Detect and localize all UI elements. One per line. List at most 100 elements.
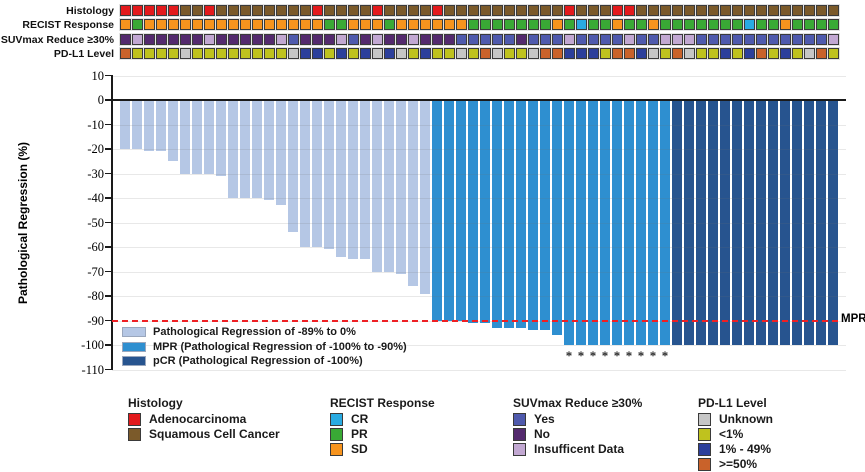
annotation-square-pr (492, 19, 503, 31)
annotation-square-lt1 (444, 48, 455, 60)
annotation-square-insuf (672, 33, 683, 45)
annotation-square-mid (588, 48, 599, 60)
annotation-square-no (264, 33, 275, 45)
legend-item-label: Insufficent Data (534, 442, 625, 456)
annotation-square-lt1 (432, 48, 443, 60)
legend-item-label: PR (351, 427, 368, 441)
annotation-square-squam (240, 5, 251, 16)
annotation-square-squam (384, 5, 395, 16)
annotation-square-ge50 (120, 48, 131, 60)
annotation-square-pr (696, 19, 707, 31)
annotation-square-yes (816, 33, 827, 45)
waterfall-bar (264, 100, 274, 201)
annotation-square-sd (144, 19, 155, 31)
annotation-square-squam (396, 5, 407, 16)
y-tick-mark (105, 344, 112, 346)
annotation-square-sd (360, 19, 371, 31)
annotation-square-squam (276, 5, 287, 16)
annotation-square-adeno (612, 5, 623, 16)
annotation-square-lt1 (828, 48, 839, 60)
annotation-square-sd (120, 19, 131, 31)
bar-legend-swatch (122, 341, 146, 352)
y-tick-label: -80 (87, 289, 104, 303)
annotation-square-insuf (336, 33, 347, 45)
annotation-square-no (180, 33, 191, 45)
gridline (112, 75, 846, 77)
annotation-square-no (312, 33, 323, 45)
annotation-square-squam (360, 5, 371, 16)
annotation-square-pr (336, 19, 347, 31)
legend-item-label: SD (351, 442, 368, 456)
annotation-square-adeno (372, 5, 383, 16)
annotation-square-pr (504, 19, 515, 31)
annotation-square-yes (720, 33, 731, 45)
annotation-square-yes (792, 33, 803, 45)
waterfall-bar (624, 100, 634, 345)
asterisk-marker: * (577, 348, 585, 363)
waterfall-bar (492, 100, 502, 328)
annotation-square-sd (372, 19, 383, 31)
zero-axis-line (112, 98, 846, 101)
annotation-square-squam (804, 5, 815, 16)
waterfall-bar (432, 100, 442, 321)
waterfall-bar (612, 100, 622, 345)
waterfall-bar (132, 100, 142, 149)
y-axis-line (111, 75, 113, 370)
legend-swatch (513, 443, 526, 456)
annotation-square-insuf (564, 33, 575, 45)
asterisk-marker: * (601, 348, 609, 363)
mpr-line-label: MPR (841, 313, 865, 325)
annotation-square-lt1 (696, 48, 707, 60)
annotation-square-lt1 (732, 48, 743, 60)
annotation-square-lt1 (708, 48, 719, 60)
legend-item-label: CR (351, 412, 369, 426)
annotation-square-sd (228, 19, 239, 31)
waterfall-bar (228, 100, 238, 198)
legend-item-label: 1% - 49% (719, 442, 772, 456)
annotation-square-no (420, 33, 431, 45)
waterfall-bar (780, 100, 790, 345)
annotation-square-yes (804, 33, 815, 45)
annotation-square-mid (336, 48, 347, 60)
legend-swatch (513, 428, 526, 441)
annotation-square-pr (564, 19, 575, 31)
annotation-square-lt1 (192, 48, 203, 60)
annotation-square-ge50 (816, 48, 827, 60)
waterfall-bar (660, 100, 670, 345)
waterfall-bar (720, 100, 730, 345)
y-tick-mark (105, 319, 112, 322)
annotation-square-sd (192, 19, 203, 31)
annotation-square-no (444, 33, 455, 45)
annotation-square-squam (780, 5, 791, 16)
annotation-square-no (240, 33, 251, 45)
waterfall-bar (468, 100, 478, 323)
bar-legend-swatch (122, 327, 146, 337)
annotation-square-sd (204, 19, 215, 31)
legend-item-label: No (534, 427, 550, 441)
annotation-square-yes (468, 33, 479, 45)
y-tick-mark (105, 99, 112, 101)
gridline (112, 369, 846, 371)
annotation-square-mid (720, 48, 731, 60)
annotation-square-pr (828, 19, 839, 31)
annotation-square-yes (480, 33, 491, 45)
y-tick-mark (105, 148, 112, 150)
y-tick-mark (105, 123, 112, 126)
waterfall-bar (480, 100, 490, 323)
annotation-square-squam (732, 5, 743, 16)
annotation-square-pr (660, 19, 671, 31)
y-tick-mark (105, 270, 112, 273)
annotation-square-mid (300, 48, 311, 60)
annotation-square-yes (576, 33, 587, 45)
annotation-square-adeno (132, 5, 143, 16)
waterfall-bar (168, 100, 178, 162)
annotation-square-squam (348, 5, 359, 16)
legend-swatch (513, 413, 526, 426)
waterfall-bar (816, 100, 826, 345)
waterfall-bar (792, 100, 802, 345)
annotation-square-no (252, 33, 263, 45)
track-squares-recist (120, 19, 839, 31)
annotation-square-lt1 (144, 48, 155, 60)
annotation-square-no (228, 33, 239, 45)
annotation-square-lt1 (516, 48, 527, 60)
